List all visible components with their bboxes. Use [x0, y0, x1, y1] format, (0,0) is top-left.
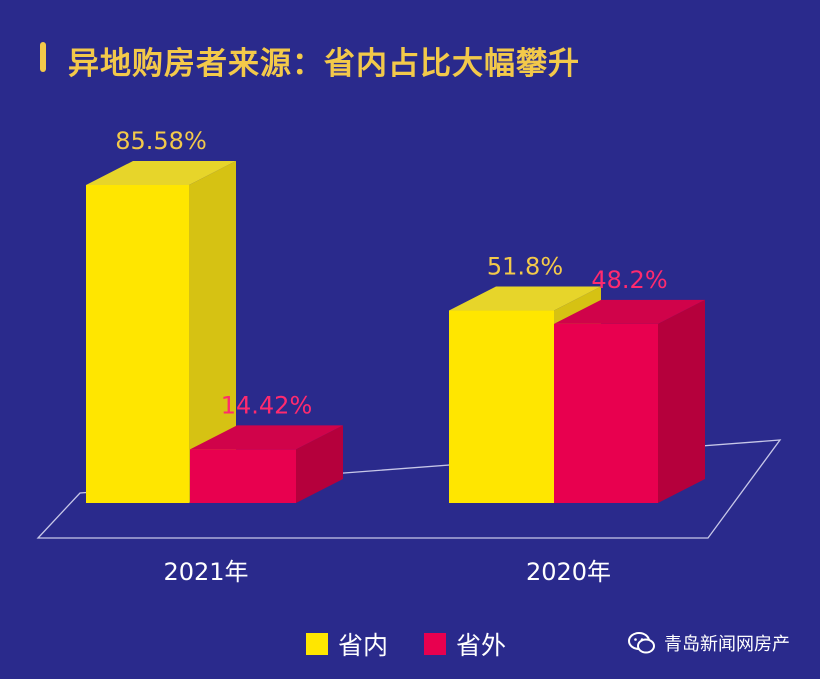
chart-title: 异地购房者来源：省内占比大幅攀升	[68, 46, 580, 82]
bar-provincial-2021-top	[86, 161, 236, 185]
bar-out-of-province-2020-top	[554, 299, 705, 324]
legend: 省内 省外	[306, 626, 506, 662]
category-label-2020: 2020年	[526, 558, 611, 586]
bar-out-of-province-2020	[554, 323, 658, 503]
brand-name: 青岛新闻网房产	[664, 634, 790, 655]
bar-out-of-province-2021-top	[190, 425, 343, 450]
legend-swatch-out-of-province	[424, 633, 447, 655]
wechat-icon	[628, 632, 655, 654]
bar-provincial-2021-side	[189, 161, 236, 503]
data-label-bar-provincial-2021: 85.58%	[115, 127, 207, 155]
legend-label-provincial: 省内	[338, 631, 389, 660]
legend-swatch-provincial	[306, 633, 328, 655]
data-label-bar-out-of-province-2021: 14.42%	[221, 391, 313, 419]
brand-watermark: 青岛新闻网房产	[628, 630, 790, 656]
title-accent-bar	[40, 42, 46, 72]
data-label-bar-provincial-2020: 51.8%	[487, 253, 563, 281]
bar-out-of-province-2021-side	[296, 425, 343, 503]
bar-out-of-province-2020-side	[658, 299, 705, 503]
bar-provincial-2020	[449, 310, 554, 503]
data-label-bar-out-of-province-2020: 48.2%	[591, 266, 667, 294]
legend-label-out-of-province: 省外	[456, 631, 507, 660]
bar-out-of-province-2021	[190, 449, 296, 503]
bar-provincial-2021	[86, 185, 189, 503]
category-label-2021: 2021年	[163, 558, 248, 586]
bar-provincial-2020-top	[449, 286, 601, 311]
